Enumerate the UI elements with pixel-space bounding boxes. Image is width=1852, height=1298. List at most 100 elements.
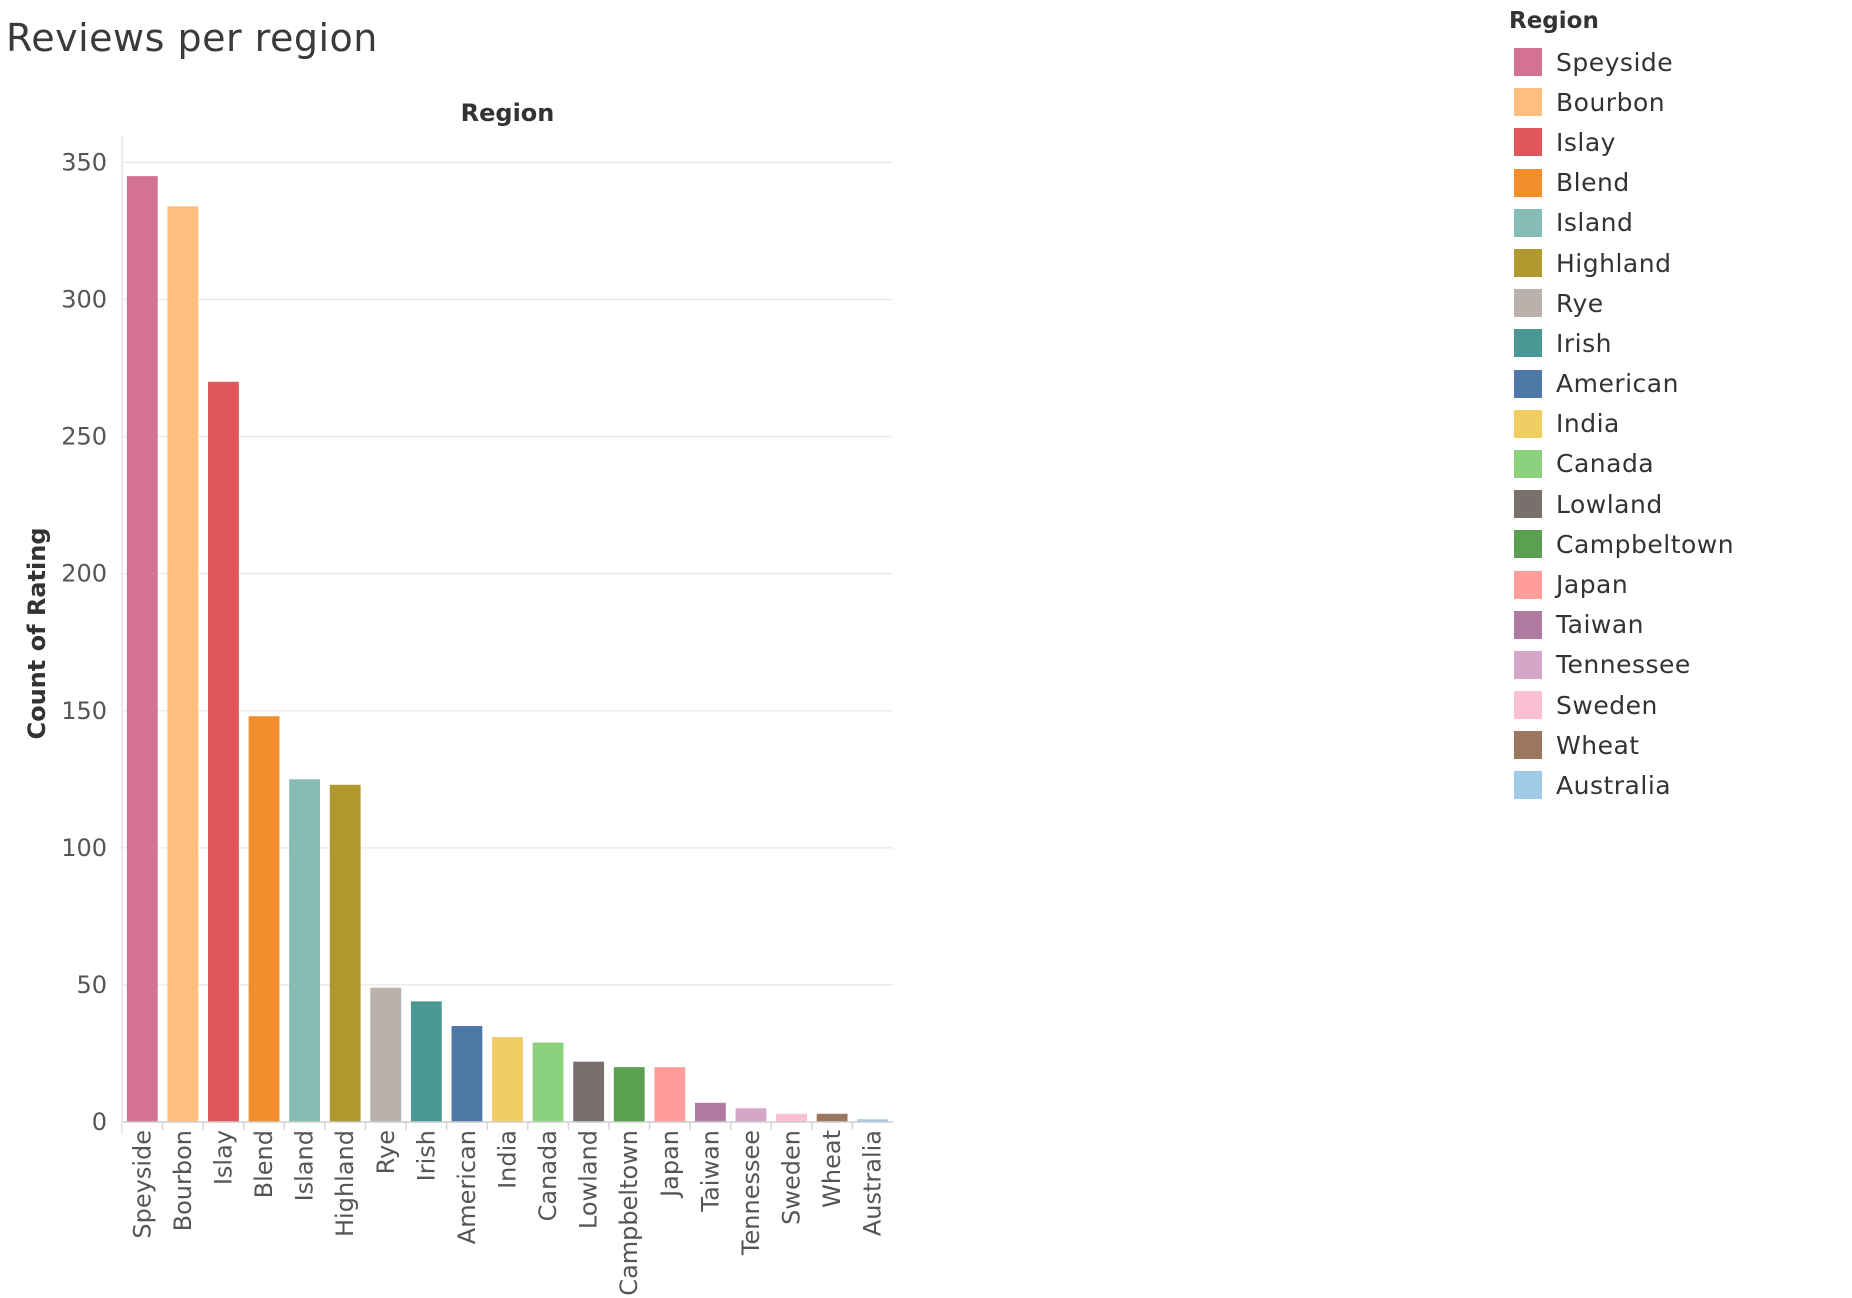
legend-item-japan[interactable]: Japan (1509, 564, 1734, 604)
legend-swatch (1514, 731, 1542, 760)
legend-label: Tennessee (1556, 650, 1691, 680)
legend-swatch (1514, 449, 1542, 478)
chart-title: Reviews per region (6, 16, 378, 60)
legend-swatch (1514, 650, 1542, 679)
legend-title: Region (1509, 8, 1599, 34)
bar-speyside[interactable] (126, 176, 158, 1122)
legend-swatch (1514, 88, 1542, 117)
x-tick-label: Taiwan (696, 1130, 724, 1213)
bar-campbeltown[interactable] (613, 1067, 645, 1122)
legend-swatch (1514, 610, 1542, 639)
x-tick-label: Tennessee (737, 1130, 765, 1256)
bar-irish[interactable] (410, 1001, 442, 1122)
legend-swatch (1514, 48, 1542, 77)
column-header: Region (461, 99, 555, 127)
legend-swatch (1514, 691, 1542, 720)
legend-item-india[interactable]: India (1509, 404, 1734, 444)
bar-sweden[interactable] (776, 1113, 807, 1122)
bar-chart: 0 50 100 150 200 250 300 350 Speyside Bourbon Isl… (23, 99, 893, 1296)
legend-swatch (1514, 570, 1542, 599)
legend-item-wheat[interactable]: Wheat (1509, 725, 1734, 765)
x-tick-label: Bourbon (169, 1130, 197, 1231)
legend-item-american[interactable]: American (1509, 364, 1734, 404)
y-axis-ticks: 0 50 100 150 200 250 300 350 (61, 148, 107, 1136)
y-tick-label: 50 (76, 971, 107, 999)
bar-taiwan[interactable] (694, 1102, 726, 1122)
legend-label: Speyside (1556, 47, 1674, 77)
x-tick-label: Canada (534, 1130, 562, 1221)
bar-bourbon[interactable] (167, 206, 199, 1123)
legend: Region Speyside Bourbon Islay Blend Island Hi… (1509, 8, 1734, 806)
y-tick-label: 250 (61, 423, 107, 451)
y-tick-label: 150 (61, 697, 107, 725)
legend-swatch (1514, 128, 1542, 157)
legend-swatch (1514, 249, 1542, 278)
legend-item-tennessee[interactable]: Tennessee (1509, 645, 1734, 685)
legend-label: Lowland (1556, 489, 1663, 519)
legend-swatch (1514, 490, 1542, 519)
x-tick-label: Lowland (575, 1130, 603, 1229)
legend-item-australia[interactable]: Australia (1509, 765, 1734, 805)
legend-label: American (1556, 369, 1679, 399)
legend-label: Highland (1556, 248, 1672, 278)
bar-american[interactable] (451, 1026, 483, 1122)
bar-india[interactable] (492, 1037, 523, 1122)
legend-label: Bourbon (1556, 87, 1666, 117)
bar-canada[interactable] (532, 1042, 564, 1122)
bar-australia[interactable] (857, 1119, 889, 1122)
bars[interactable] (126, 176, 889, 1123)
bar-japan[interactable] (654, 1067, 686, 1122)
legend-label: Irish (1556, 328, 1612, 358)
legend-label: India (1556, 409, 1620, 439)
bar-highland[interactable] (329, 784, 361, 1122)
legend-swatch (1514, 329, 1542, 358)
legend-label: Sweden (1556, 690, 1658, 720)
bar-rye[interactable] (370, 987, 402, 1122)
legend-label: Wheat (1556, 730, 1640, 760)
legend-item-blend[interactable]: Blend (1509, 163, 1734, 203)
legend-item-lowland[interactable]: Lowland (1509, 484, 1734, 524)
bar-wheat[interactable] (816, 1113, 848, 1122)
legend-label: Canada (1556, 449, 1655, 479)
legend-item-canada[interactable]: Canada (1509, 444, 1734, 484)
legend-label: Japan (1556, 570, 1629, 600)
legend-item-highland[interactable]: Highland (1509, 243, 1734, 283)
x-tick-label: India (494, 1130, 522, 1189)
x-tick-label: American (453, 1130, 481, 1244)
legend-label: Rye (1556, 288, 1604, 318)
x-tick-label: Japan (656, 1130, 684, 1199)
legend-swatch (1514, 289, 1542, 318)
x-tick-label: Rye (372, 1130, 400, 1174)
legend-label: Campbeltown (1556, 529, 1735, 559)
bar-blend[interactable] (248, 716, 280, 1122)
x-tick-label: Wheat (818, 1130, 846, 1208)
bar-island[interactable] (289, 779, 321, 1122)
x-tick-label: Island (291, 1130, 319, 1201)
legend-item-rye[interactable]: Rye (1509, 283, 1734, 323)
legend-item-campbeltown[interactable]: Campbeltown (1509, 524, 1734, 564)
legend-swatch (1514, 369, 1542, 398)
legend-item-island[interactable]: Island (1509, 203, 1734, 243)
legend-label: Australia (1556, 770, 1672, 800)
legend-swatch (1514, 530, 1542, 559)
y-tick-label: 300 (61, 286, 107, 314)
legend-label: Islay (1556, 127, 1616, 157)
legend-item-speyside[interactable]: Speyside (1509, 42, 1734, 82)
legend-item-bourbon[interactable]: Bourbon (1509, 82, 1734, 122)
bar-lowland[interactable] (573, 1061, 605, 1122)
legend-label: Island (1556, 208, 1634, 238)
legend-item-sweden[interactable]: Sweden (1509, 685, 1734, 725)
bar-islay[interactable] (208, 381, 239, 1122)
x-tick-label: Highland (331, 1130, 359, 1237)
legend-item-taiwan[interactable]: Taiwan (1509, 605, 1734, 645)
y-tick-label: 350 (61, 148, 107, 176)
bar-tennessee[interactable] (735, 1108, 767, 1122)
legend-label: Taiwan (1556, 610, 1645, 640)
x-axis-ticks: Speyside Bourbon Islay Blend Island Highland R… (128, 1122, 887, 1296)
x-tick-label: Irish (412, 1130, 440, 1181)
y-tick-label: 100 (61, 834, 107, 862)
legend-item-islay[interactable]: Islay (1509, 122, 1734, 162)
y-tick-label: 200 (61, 560, 107, 588)
legend-item-irish[interactable]: Irish (1509, 323, 1734, 363)
legend-swatch (1514, 168, 1542, 197)
